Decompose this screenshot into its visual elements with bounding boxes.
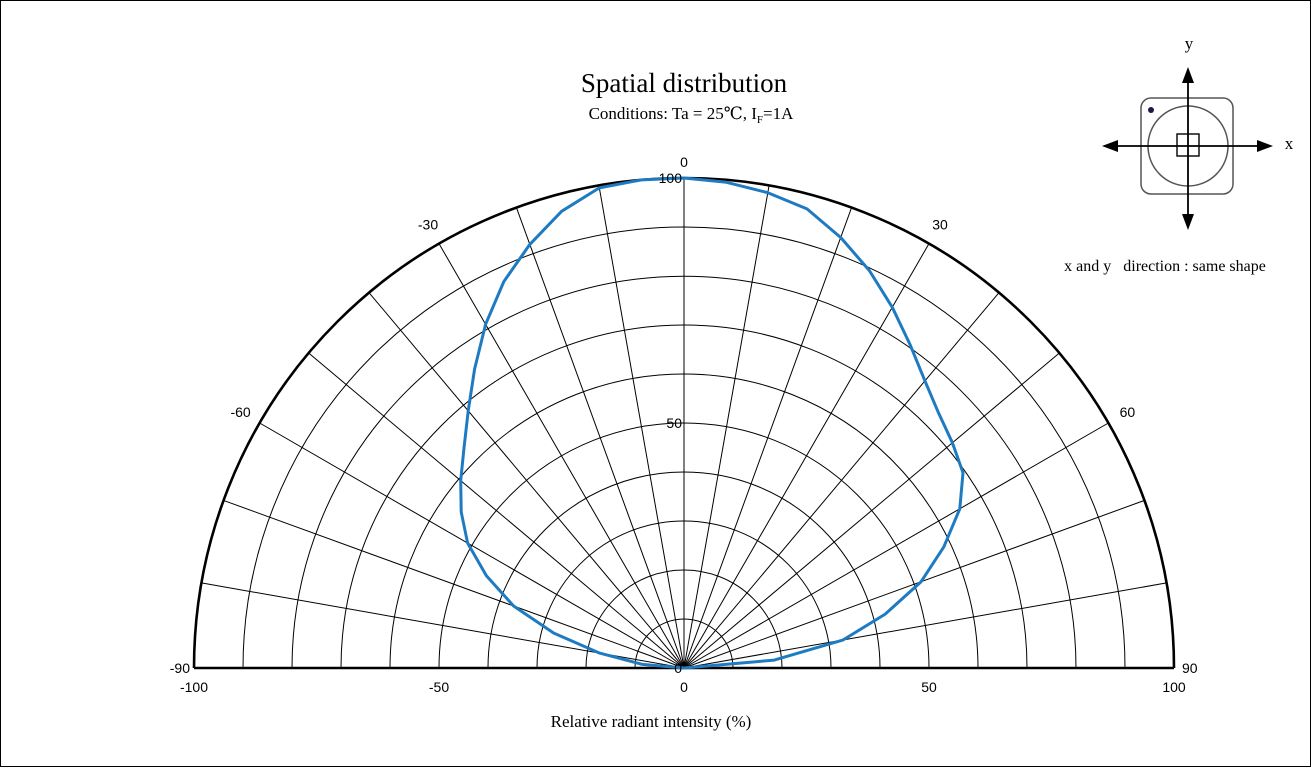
x-tick-label: 50 [921,679,937,695]
grid-spoke [259,422,685,669]
angle-label: 30 [932,217,948,233]
x-tick-label: -50 [429,679,449,695]
grid-spoke [683,422,1109,669]
polar-grid [192,176,1176,670]
radial-label: 50 [666,415,682,431]
subtitle-prefix: Conditions: Ta = 25℃, I [589,104,758,123]
y-arrow-up-head [1182,67,1194,83]
grid-spoke [683,352,1060,669]
label-layer: -90 -60 -30 0 30 60 90 0 50 100 -100 -50 0 50 100 [170,154,1198,695]
x-axis-title: Relative radiant intensity (%) [551,712,752,731]
subtitle-suffix: =1A [763,104,794,123]
x-tick-label: 0 [680,679,688,695]
radial-label: 0 [674,660,682,676]
grid-spoke [515,207,685,669]
chart-title: Spatial distribution [581,68,788,98]
radial-label: 100 [659,170,683,186]
grid-spoke [683,185,770,669]
grid-spoke [683,582,1167,669]
angle-label: 0 [680,154,688,170]
grid-spoke [683,207,853,669]
series-layer [459,176,965,670]
inset-x-label: x [1285,134,1294,153]
grid-spoke [598,185,685,669]
x-arrow-right-head [1257,140,1273,152]
grid-spoke [223,499,685,669]
angle-label: 90 [1182,660,1198,676]
series-curve [459,176,965,670]
grid-spoke [368,292,685,669]
x-tick-label: -100 [180,679,208,695]
grid-spoke [438,243,685,669]
subtitle-subscript: F [757,114,763,126]
y-arrow-down-head [1182,214,1194,230]
x-tick-label: 100 [1162,679,1186,695]
angle-label: 60 [1120,404,1136,420]
grid-spoke [683,499,1145,669]
angle-label: -30 [418,217,438,233]
polarity-dot [1148,107,1154,113]
led-package-diagram: y x x and y direction : same shape [1064,34,1294,275]
inset-y-label: y [1185,34,1194,53]
grid-spoke [683,243,930,669]
angle-label: -90 [170,660,190,676]
grid-spoke [683,292,1000,669]
angle-label: -60 [230,404,250,420]
grid-spoke [308,352,685,669]
inset-note: x and y direction : same shape [1064,258,1266,275]
chart-subtitle: Conditions: Ta = 25℃, IF=1A [589,104,795,126]
x-arrow-left-head [1102,140,1118,152]
